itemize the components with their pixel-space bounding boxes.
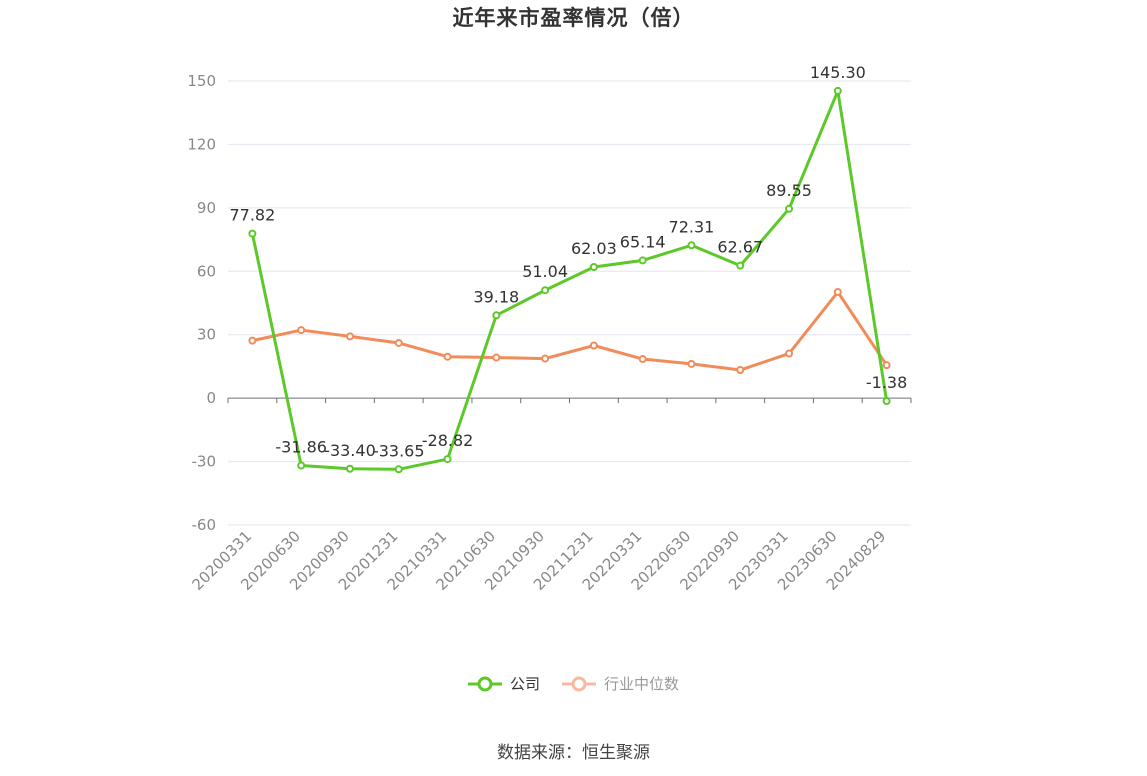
chart-title: 近年来市盈率情况（倍）	[452, 6, 695, 30]
data-label: 62.03	[571, 239, 617, 258]
data-point	[345, 332, 354, 341]
data-point	[882, 361, 891, 370]
data-label: -28.82	[422, 431, 474, 450]
data-point	[687, 359, 696, 368]
data-label: 39.18	[473, 287, 519, 306]
data-source: 数据来源：恒生聚源	[497, 743, 650, 763]
legend-item-company[interactable]: 公司	[467, 673, 540, 694]
y-axis-ticks: -60 -30 0 30 60 90 120 150	[187, 72, 216, 534]
data-point	[394, 338, 403, 347]
data-label: 89.55	[766, 181, 812, 200]
y-tick-label: 30	[197, 326, 216, 344]
data-point	[443, 352, 452, 361]
circle-line-icon	[467, 676, 502, 691]
data-label: 77.82	[229, 206, 275, 225]
data-point	[443, 455, 452, 464]
data-point	[541, 354, 550, 363]
data-point	[833, 288, 842, 297]
legend-label: 行业中位数	[604, 675, 680, 693]
data-point	[785, 204, 794, 213]
y-tick-label: 0	[206, 389, 216, 407]
data-point	[541, 286, 550, 295]
data-label: -31.86	[275, 438, 327, 457]
data-label: 65.14	[620, 232, 666, 251]
y-tick-label: 120	[187, 135, 216, 153]
data-point	[492, 311, 501, 320]
data-point	[297, 326, 306, 335]
legend: 公司 行业中位数	[0, 673, 1147, 694]
legend-item-industry-median[interactable]: 行业中位数	[562, 673, 679, 694]
data-point	[589, 262, 598, 271]
data-label: -1.38	[866, 373, 907, 392]
data-point	[882, 397, 891, 406]
y-tick-label: 60	[197, 262, 216, 280]
series-line	[252, 290, 888, 372]
circle-line-icon	[562, 676, 596, 691]
y-tick-label: -60	[192, 516, 217, 534]
data-point	[394, 465, 403, 474]
y-tick-label: -30	[192, 453, 217, 471]
data-point	[736, 261, 745, 270]
data-labels: 77.82-31.86-33.40-33.65-28.8239.1851.046…	[229, 63, 907, 460]
data-point	[345, 464, 354, 473]
data-label: 51.04	[522, 262, 568, 281]
legend-label: 公司	[509, 675, 540, 693]
series-line	[250, 89, 889, 471]
data-point	[687, 241, 696, 250]
y-tick-label: 150	[187, 72, 216, 90]
data-label: -33.40	[324, 441, 376, 460]
data-point	[833, 86, 842, 95]
data-point	[785, 349, 794, 358]
data-point	[736, 366, 745, 375]
series-lines	[248, 86, 891, 474]
y-tick-label: 90	[197, 199, 216, 217]
data-label: -33.65	[373, 441, 425, 460]
data-point	[297, 461, 306, 470]
data-label: 145.30	[810, 63, 866, 82]
line-chart: -60 -30 0 30 60 90 120 150 20200331202006302020…	[187, 63, 912, 594]
data-point	[638, 256, 647, 265]
data-point	[248, 336, 257, 345]
data-point	[248, 229, 257, 238]
data-point	[492, 353, 501, 362]
data-point	[589, 341, 598, 350]
data-label: 62.67	[717, 238, 763, 257]
data-label: 72.31	[669, 217, 715, 236]
x-axis: 2020033120200630202009302020123120210331…	[188, 397, 912, 594]
data-point	[638, 355, 647, 364]
